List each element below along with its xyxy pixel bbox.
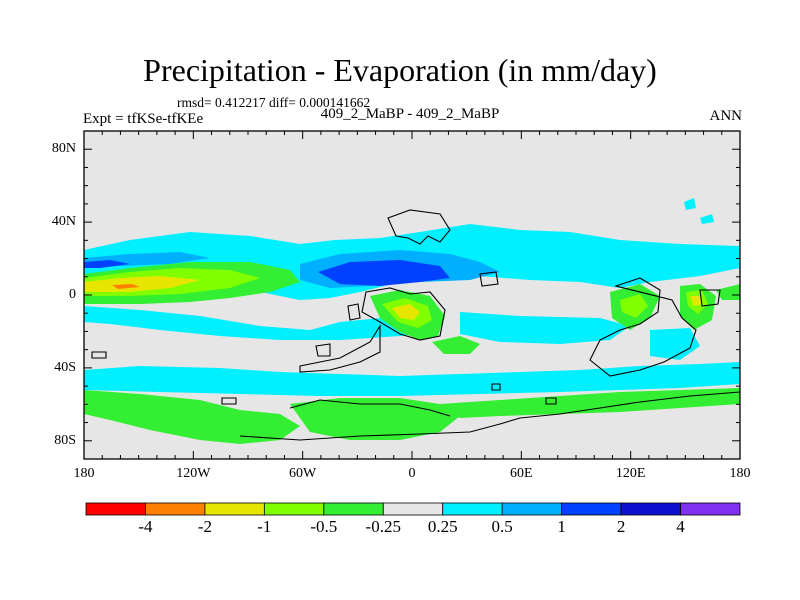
colorbar-swatch bbox=[501, 502, 563, 516]
coastline bbox=[545, 397, 557, 405]
colorbar-label: -1 bbox=[257, 517, 272, 536]
field-patch bbox=[700, 214, 714, 224]
coastline bbox=[239, 391, 740, 441]
lon-tick-label: 180 bbox=[729, 466, 751, 481]
colorbar-label: 4 bbox=[676, 517, 685, 536]
axis-ticks bbox=[83, 130, 741, 460]
colorbar-swatch bbox=[382, 502, 444, 516]
field-patch bbox=[84, 276, 200, 292]
colorbar-swatch bbox=[145, 502, 206, 516]
colorbar-label: 0.5 bbox=[491, 517, 513, 536]
lon-tick-label: 120W bbox=[176, 466, 211, 481]
lon-tick-label: 60W bbox=[289, 466, 317, 481]
field-patch bbox=[684, 198, 696, 210]
field-patch bbox=[392, 304, 420, 320]
coastlines bbox=[91, 209, 740, 441]
plot-subtitle: 409_2_MaBP - 409_2_MaBP bbox=[320, 106, 500, 122]
coastline bbox=[221, 397, 237, 405]
colorbar-label: -0.5 bbox=[310, 517, 338, 536]
colorbar-swatch bbox=[680, 502, 741, 516]
coastline bbox=[491, 383, 501, 391]
map-field bbox=[84, 131, 740, 459]
field-patch bbox=[84, 390, 300, 444]
field-patch bbox=[432, 336, 480, 354]
coastline bbox=[361, 287, 446, 341]
lat-tick-label: 40N bbox=[51, 214, 76, 230]
experiment-label: Expt = tfKSe-tfKEe bbox=[83, 111, 204, 127]
coastline bbox=[315, 343, 331, 357]
coastline bbox=[347, 303, 361, 321]
colorbar-swatch bbox=[442, 502, 503, 516]
colorbar-swatch bbox=[263, 502, 325, 516]
colorbar-label: 1 bbox=[557, 517, 566, 536]
coastline bbox=[387, 209, 451, 245]
colorbar-label: -2 bbox=[197, 517, 212, 536]
season-label: ANN bbox=[709, 108, 743, 124]
coastline bbox=[589, 277, 697, 377]
field-patch bbox=[716, 284, 740, 300]
field-patch bbox=[290, 398, 460, 440]
colorbar-label: -0.25 bbox=[365, 517, 401, 536]
field-patch bbox=[620, 294, 648, 318]
colorbar-swatch bbox=[204, 502, 265, 516]
coastline bbox=[91, 351, 107, 359]
coastline bbox=[299, 324, 381, 373]
lat-tick-label: 0 bbox=[69, 287, 76, 302]
lon-tick-label: 120E bbox=[615, 466, 646, 481]
field-patch bbox=[84, 260, 130, 268]
coastline bbox=[479, 271, 499, 287]
plot-title: Precipitation - Evaporation (in mm/day) bbox=[143, 52, 657, 88]
colorbar bbox=[85, 502, 741, 516]
colorbar-label: -4 bbox=[138, 517, 153, 536]
field-patch bbox=[318, 260, 450, 286]
field-patch bbox=[690, 296, 702, 306]
field-patch bbox=[650, 328, 700, 360]
lon-tick-label: 180 bbox=[73, 466, 95, 481]
lat-tick-label: 40S bbox=[54, 359, 76, 375]
colorbar-label: 0.25 bbox=[427, 517, 458, 536]
field-patch bbox=[460, 312, 630, 344]
colorbar-swatch bbox=[620, 502, 681, 516]
coastline bbox=[289, 399, 451, 417]
lon-tick-label: 60E bbox=[510, 466, 533, 481]
field-patch bbox=[84, 362, 740, 396]
field-patch bbox=[440, 388, 740, 418]
lat-tick-label: 80S bbox=[54, 432, 76, 448]
lon-tick-label: 0 bbox=[408, 466, 416, 481]
colorbar-label: 2 bbox=[616, 517, 626, 536]
field-patch bbox=[84, 306, 440, 340]
coastline bbox=[699, 289, 721, 307]
colorbar-swatch bbox=[85, 502, 146, 516]
colorbar-swatch bbox=[561, 502, 622, 516]
colorbar-swatch bbox=[323, 502, 384, 516]
field-patch bbox=[112, 284, 140, 289]
stats-text: rmsd= 0.412217 diff= 0.000141662 bbox=[177, 95, 371, 110]
lat-tick-label: 80N bbox=[51, 141, 76, 157]
